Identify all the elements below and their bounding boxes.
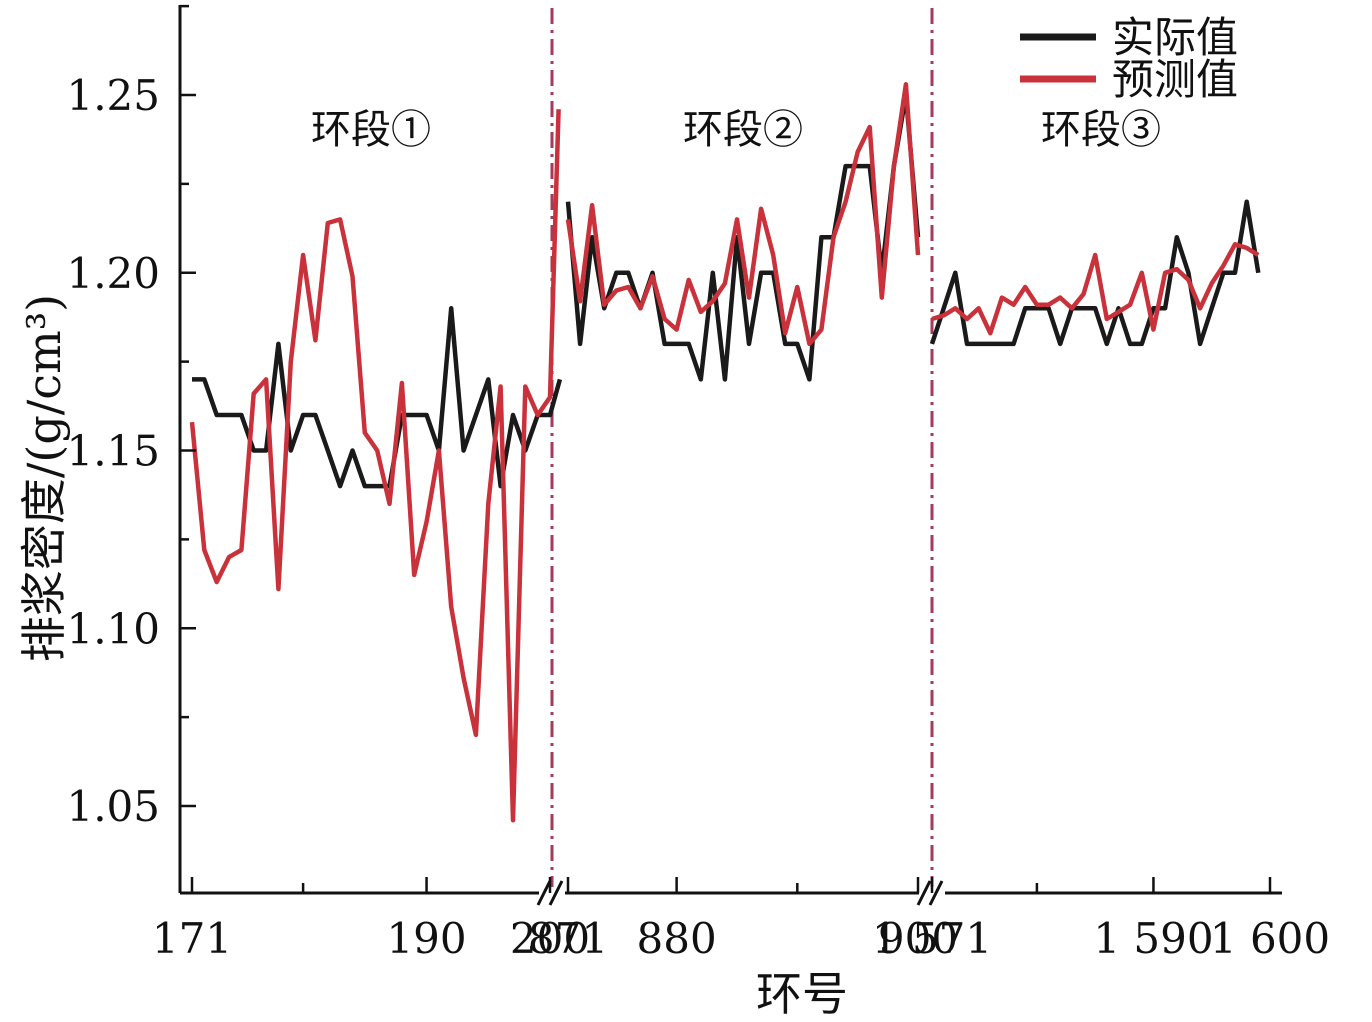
actual-series-line bbox=[929, 199, 1261, 347]
segment-labels: 环段① 环段② 环段③ bbox=[311, 107, 1161, 153]
segment-label: 环段③ bbox=[1041, 107, 1161, 153]
y-tick-label: 1.10 bbox=[66, 604, 160, 653]
x-tick-label: 190 bbox=[386, 914, 466, 963]
y-tick-label: 1.25 bbox=[66, 71, 160, 120]
y-tick-label: 1.05 bbox=[66, 782, 160, 831]
y-tick-label: 1.15 bbox=[66, 427, 160, 476]
x-tick-label: 200 bbox=[510, 914, 590, 963]
predicted-series-line bbox=[931, 242, 1260, 336]
segment-label: 环段② bbox=[683, 107, 803, 153]
predicted-series-line bbox=[189, 109, 561, 823]
x-tick-label: 171 bbox=[152, 914, 232, 963]
segment-dividers bbox=[550, 8, 934, 893]
segment-label: 环段① bbox=[311, 107, 431, 153]
actual-series-line bbox=[192, 306, 563, 489]
y-axis-label: 排浆密度/(g/cm³) bbox=[17, 294, 71, 662]
y-tick-label: 1.20 bbox=[66, 249, 160, 298]
x-tick-label: 1 590 bbox=[1093, 914, 1213, 963]
axis-break-mark bbox=[536, 880, 565, 906]
predicted-series-line bbox=[565, 82, 921, 347]
x-tick-label: 900 bbox=[878, 914, 958, 963]
legend-label: 预测值 bbox=[1112, 55, 1238, 104]
x-axis-label: 环号 bbox=[756, 967, 848, 1021]
legend-label: 实际值 bbox=[1112, 13, 1238, 62]
series-lines bbox=[189, 82, 1261, 823]
x-tick-label: 1 571 bbox=[872, 914, 992, 963]
actual-series-line bbox=[565, 92, 921, 382]
x-tick-label: 1 600 bbox=[1210, 914, 1330, 963]
x-tick-label: 880 bbox=[637, 914, 717, 963]
x-tick-label: 871 bbox=[528, 914, 608, 963]
